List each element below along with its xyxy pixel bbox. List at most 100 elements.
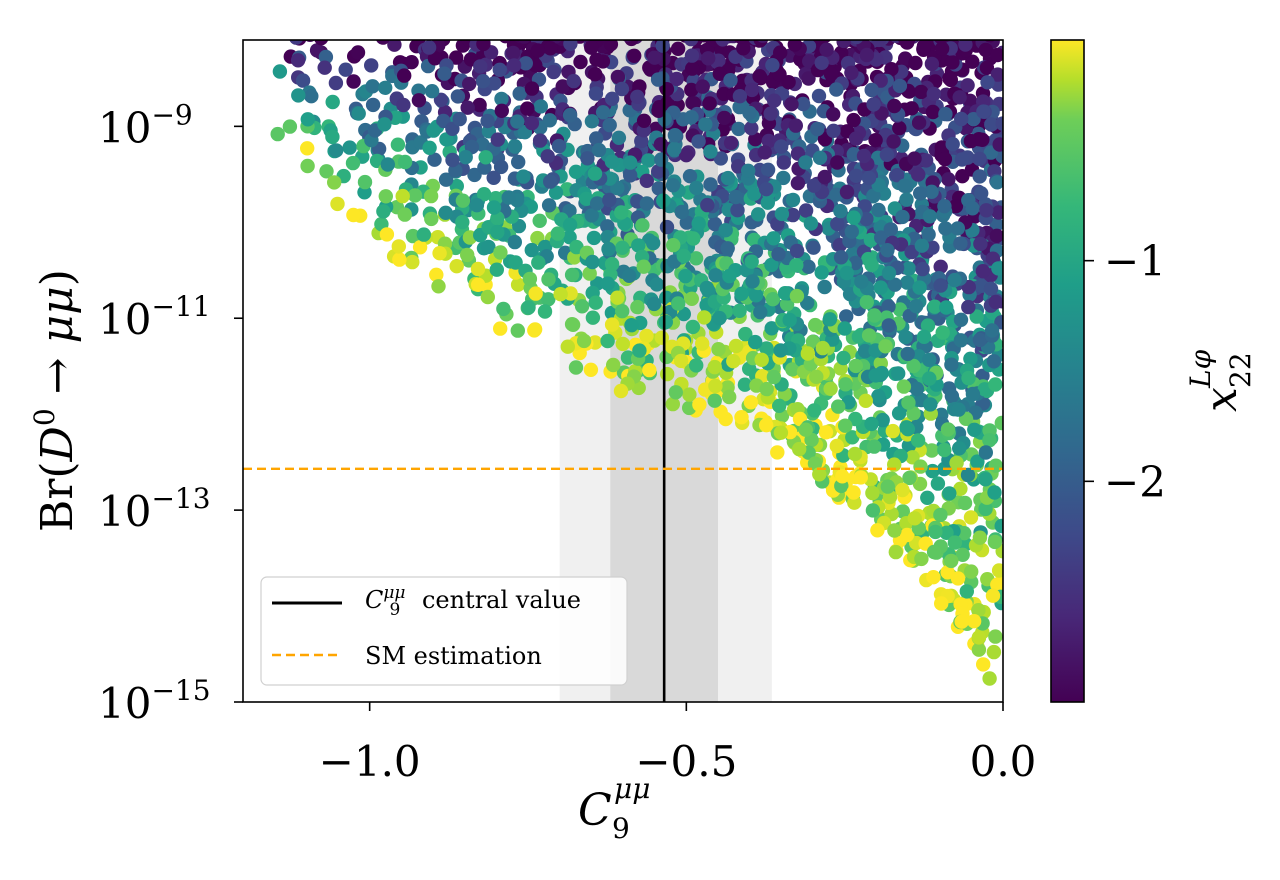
- scatter-point: [601, 241, 616, 257]
- scatter-point: [937, 442, 952, 458]
- scatter-point: [759, 418, 774, 433]
- scatter-point: [964, 564, 979, 579]
- scatter-point: [939, 525, 954, 540]
- scatter-point: [972, 169, 987, 184]
- scatter-point: [945, 137, 960, 152]
- scatter-point: [674, 204, 689, 220]
- scatter-point: [906, 358, 921, 374]
- scatter-point: [984, 117, 999, 132]
- scatter-point: [646, 235, 661, 251]
- scatter-point: [745, 274, 760, 289]
- scatter-point: [614, 81, 630, 97]
- scatter-point: [924, 56, 940, 72]
- scatter-point: [765, 292, 781, 307]
- scatter-point: [839, 265, 854, 281]
- scatter-point: [937, 199, 952, 214]
- scatter-point: [748, 132, 763, 147]
- y-tick-label: 10−11: [98, 290, 211, 344]
- scatter-point: [665, 15, 679, 29]
- scatter-point: [944, 357, 959, 372]
- scatter-point: [892, 120, 907, 136]
- scatter-point: [881, 318, 896, 333]
- scatter-point: [754, 17, 768, 31]
- scatter-point: [990, 175, 1003, 190]
- scatter-point: [540, 149, 555, 164]
- scatter-point: [470, 26, 484, 40]
- scatter-point: [879, 147, 895, 162]
- scatter-point: [380, 157, 395, 172]
- scatter-point: [718, 223, 733, 238]
- scatter-point: [900, 346, 915, 362]
- scatter-point: [873, 280, 888, 295]
- scatter-point: [548, 21, 562, 35]
- scatter-point: [317, 60, 332, 75]
- scatter-point: [942, 486, 957, 501]
- scatter-point: [846, 485, 861, 500]
- scatter-point: [991, 563, 1003, 578]
- scatter-point: [438, 205, 453, 220]
- scatter-point: [859, 47, 875, 63]
- scatter-point: [776, 170, 791, 186]
- scatter-point: [747, 22, 761, 36]
- scatter-point: [416, 227, 431, 242]
- scatter-point: [887, 523, 902, 538]
- scatter-point: [422, 140, 437, 155]
- scatter-point: [874, 230, 889, 245]
- scatter-point: [445, 152, 460, 168]
- scatter-point: [603, 12, 617, 26]
- scatter-point: [553, 287, 568, 302]
- scatter-point: [803, 18, 817, 32]
- scatter-point: [883, 19, 897, 33]
- scatter-point: [901, 395, 916, 410]
- scatter-point: [328, 75, 344, 91]
- scatter-point: [770, 445, 785, 460]
- scatter-point: [493, 321, 508, 336]
- scatter-point: [635, 218, 650, 233]
- x-tick-label: 0.0: [970, 737, 1037, 786]
- scatter-point: [861, 170, 877, 186]
- scatter-point: [880, 13, 894, 27]
- scatter-point: [590, 196, 605, 211]
- scatter-point: [665, 396, 680, 412]
- scatter-point: [568, 360, 584, 375]
- scatter-point: [771, 247, 786, 262]
- scatter-point: [720, 241, 735, 256]
- scatter-point: [847, 446, 863, 462]
- scatter-point: [480, 289, 495, 305]
- scatter-point: [550, 226, 565, 241]
- scatter-point: [732, 303, 747, 318]
- scatter-point: [812, 150, 828, 165]
- scatter-point: [845, 430, 860, 445]
- scatter-point: [924, 443, 939, 458]
- scatter-point: [587, 166, 603, 181]
- scatter-point: [817, 169, 832, 185]
- scatter-point: [766, 231, 781, 246]
- scatter-point: [829, 438, 844, 454]
- scatter-point: [537, 304, 553, 319]
- scatter-point: [918, 153, 934, 168]
- scatter-point: [777, 286, 793, 301]
- scatter-point: [508, 255, 523, 270]
- scatter-point: [682, 169, 698, 184]
- scatter-point: [934, 41, 950, 56]
- scatter-point: [490, 132, 505, 147]
- scatter-point: [623, 155, 638, 170]
- scatter-point: [496, 301, 511, 317]
- scatter-point: [669, 71, 684, 87]
- scatter-point: [982, 433, 997, 448]
- scatter-point: [933, 507, 948, 523]
- scatter-point: [933, 259, 948, 274]
- scatter-point: [892, 78, 908, 94]
- scatter-point: [837, 321, 852, 336]
- scatter-point: [975, 132, 990, 147]
- scatter-point: [744, 121, 759, 136]
- scatter-point: [938, 221, 953, 236]
- scatter-point: [944, 388, 960, 404]
- svg-text:Lφ: Lφ: [1184, 349, 1217, 389]
- scatter-point: [686, 231, 701, 246]
- scatter-point: [588, 21, 602, 35]
- scatter-point: [895, 209, 910, 225]
- scatter-point: [533, 99, 548, 114]
- scatter-point: [646, 296, 662, 312]
- scatter-point: [473, 59, 488, 74]
